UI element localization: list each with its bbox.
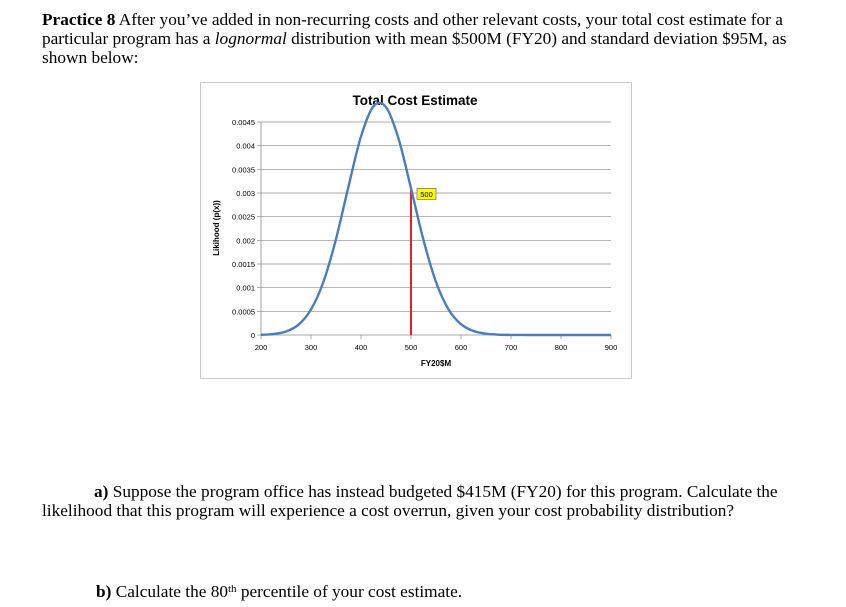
intro-text-2: distribution with mean $500M (FY20) and … bbox=[42, 29, 787, 67]
y-tick-label: 0.0005 bbox=[232, 307, 255, 316]
y-tick-label: 0.0015 bbox=[232, 260, 255, 269]
y-tick-label: 0.0025 bbox=[232, 213, 255, 222]
y-tick-label: 0.0045 bbox=[232, 118, 255, 127]
intro-emphasis: lognormal bbox=[214, 29, 287, 48]
question-b-superscript: th bbox=[227, 583, 237, 595]
y-tick-label: 0.003 bbox=[236, 189, 255, 198]
question-a: a) Suppose the program office has instea… bbox=[42, 482, 802, 520]
chart-title: Total Cost Estimate bbox=[352, 93, 478, 108]
y-tick-labels: 0 0.0005 0.001 0.0015 0.002 0.0025 0.003 0.0035… bbox=[232, 118, 255, 340]
practice-label: Practice 8 bbox=[42, 10, 116, 29]
y-tick-label: 0.001 bbox=[236, 284, 255, 293]
y-tick-label: 0.002 bbox=[236, 236, 255, 245]
x-tick-label: 700 bbox=[505, 343, 518, 352]
question-b-text-1: Calculate the 80 bbox=[111, 582, 228, 601]
question-a-label: a) bbox=[94, 482, 109, 501]
problem-intro: Practice 8 After you’ve added in non-rec… bbox=[42, 10, 822, 67]
axes bbox=[257, 121, 612, 339]
y-tick-label: 0.0035 bbox=[232, 165, 255, 174]
marker-label: 500 bbox=[420, 190, 433, 199]
grid-lines bbox=[261, 121, 611, 312]
question-b: b) Calculate the 80th percentile of your… bbox=[96, 582, 796, 601]
x-tick-label: 400 bbox=[355, 343, 368, 352]
x-tick-label: 200 bbox=[255, 343, 268, 352]
x-tick-label: 300 bbox=[305, 343, 318, 352]
x-tick-label: 500 bbox=[405, 343, 418, 352]
chart-container: Total Cost Estimate Likihood (p(x)) FY20… bbox=[200, 82, 632, 379]
lognormal-chart: Total Cost Estimate Likihood (p(x)) FY20… bbox=[212, 93, 618, 368]
marker-label-box bbox=[416, 188, 437, 200]
question-b-text-2: percentile of your cost estimate. bbox=[236, 582, 463, 601]
x-tick-label: 600 bbox=[455, 343, 468, 352]
y-axis-label: Likihood (p(x)) bbox=[212, 200, 221, 256]
x-axis-label: FY20$M bbox=[421, 359, 452, 368]
x-tick-labels: 200 300 400 500 600 700 800 900 bbox=[255, 343, 618, 352]
x-tick-label: 900 bbox=[605, 343, 618, 352]
y-tick-label: 0.004 bbox=[236, 142, 255, 151]
question-a-text: Suppose the program office has instead b… bbox=[42, 482, 778, 520]
density-curve bbox=[260, 101, 611, 337]
x-tick-label: 800 bbox=[555, 343, 568, 352]
question-b-label: b) bbox=[96, 582, 112, 601]
y-tick-label: 0 bbox=[251, 331, 255, 340]
intro-text-1: After you’ve added in non-recurring cost… bbox=[42, 10, 783, 48]
